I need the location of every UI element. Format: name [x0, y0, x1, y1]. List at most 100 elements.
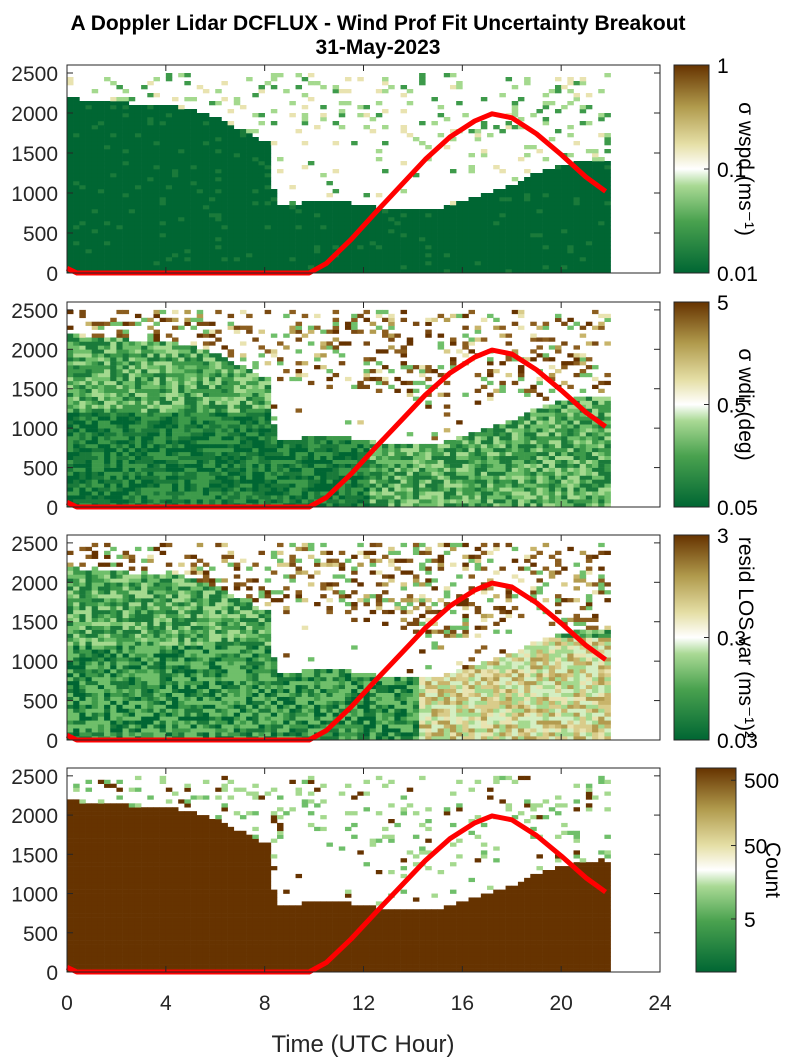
heatmap-cell: [307, 229, 315, 234]
heatmap-cell: [542, 217, 550, 222]
heatmap-cell: [147, 201, 154, 206]
heatmap-cell: [79, 177, 86, 182]
heatmap-cell: [406, 388, 414, 393]
heatmap-cell: [493, 229, 500, 234]
heatmap-cell: [233, 265, 241, 270]
heatmap-cell: [221, 487, 228, 492]
heatmap-cell: [258, 436, 265, 441]
heatmap-cell: [264, 153, 272, 158]
heatmap-cell: [449, 269, 457, 274]
heatmap-cell: [196, 376, 204, 382]
heatmap-cell: [468, 341, 475, 346]
heatmap-cell: [91, 384, 99, 390]
heatmap-cell: [382, 249, 389, 254]
heatmap-cell: [511, 197, 519, 202]
heatmap-cell: [196, 161, 204, 166]
heatmap-cell: [172, 201, 179, 206]
heatmap-cell: [252, 451, 259, 457]
heatmap-cell: [425, 384, 432, 390]
heatmap-cell: [480, 245, 488, 250]
heatmap-cell: [172, 365, 179, 370]
heatmap-cell: [147, 161, 154, 166]
heatmap-cell: [456, 201, 463, 206]
heatmap-cell: [153, 145, 160, 150]
heatmap-cell: [246, 237, 253, 242]
heatmap-cell: [499, 237, 506, 242]
heatmap-cell: [184, 117, 191, 122]
heatmap-cell: [221, 165, 228, 170]
heatmap-cell: [406, 233, 414, 238]
heatmap-cell: [153, 249, 160, 254]
heatmap-cell: [239, 217, 247, 222]
heatmap-cell: [153, 357, 160, 362]
heatmap-cell: [110, 201, 117, 206]
heatmap-cell: [190, 499, 198, 504]
heatmap-cell: [449, 495, 457, 500]
heatmap-cell: [79, 137, 86, 142]
heatmap-cell: [110, 376, 117, 382]
heatmap-cell: [474, 388, 482, 393]
heatmap-cell: [517, 225, 525, 230]
heatmap-cell: [394, 463, 401, 468]
heatmap-cell: [592, 257, 599, 262]
heatmap-cell: [449, 365, 457, 370]
heatmap-cell: [209, 495, 216, 500]
heatmap-cell: [357, 265, 364, 270]
heatmap-cell: [239, 420, 247, 425]
heatmap-cell: [73, 145, 80, 150]
heatmap-cell: [363, 269, 370, 274]
heatmap-cell: [221, 439, 228, 445]
heatmap-cell: [338, 101, 346, 106]
heatmap-cell: [104, 113, 111, 118]
heatmap-cell: [567, 261, 574, 266]
heatmap-cell: [394, 213, 401, 218]
heatmap-cell: [592, 237, 599, 242]
heatmap-cell: [172, 245, 179, 250]
heatmap-cell: [122, 169, 130, 174]
heatmap-cell: [178, 487, 185, 492]
heatmap-cell: [437, 333, 445, 338]
heatmap-cell: [85, 201, 93, 206]
heatmap-cell: [172, 428, 179, 433]
heatmap-cell: [67, 113, 74, 118]
heatmap-cell: [388, 257, 395, 262]
heatmap-cell: [134, 257, 142, 262]
heatmap-cell: [369, 241, 377, 246]
heatmap-cell: [147, 376, 154, 382]
heatmap-cell: [128, 257, 136, 262]
heatmap-cell: [104, 396, 111, 401]
heatmap-cell: [357, 479, 364, 484]
heatmap-cell: [283, 459, 290, 464]
heatmap-cell: [246, 443, 253, 449]
heatmap-cell: [184, 447, 191, 453]
heatmap-cell: [67, 253, 74, 258]
heatmap-cell: [215, 149, 222, 154]
heatmap-cell: [505, 205, 513, 210]
heatmap-cell: [338, 233, 346, 238]
heatmap-cell: [128, 121, 136, 126]
heatmap-cell: [283, 467, 290, 472]
heatmap-cell: [134, 479, 142, 484]
heatmap-cell: [209, 439, 216, 445]
heatmap-cell: [172, 237, 179, 242]
heatmap-cell: [184, 205, 191, 210]
heatmap-cell: [394, 209, 401, 214]
heatmap-cell: [184, 109, 191, 114]
heatmap-cell: [221, 396, 228, 401]
heatmap-cell: [73, 141, 80, 146]
heatmap-cell: [449, 265, 457, 270]
heatmap-cell: [592, 261, 599, 266]
heatmap-cell: [122, 361, 130, 366]
heatmap-cell: [425, 491, 432, 496]
heatmap-cell: [196, 249, 204, 254]
heatmap-cell: [511, 189, 519, 194]
heatmap-cell: [468, 233, 475, 238]
heatmap-cell: [252, 439, 259, 445]
heatmap-cell: [91, 133, 99, 138]
heatmap-cell: [524, 237, 531, 242]
heatmap-cell: [314, 205, 321, 210]
heatmap-cell: [505, 189, 513, 194]
heatmap-cell: [122, 133, 130, 138]
heatmap-cell: [357, 380, 364, 386]
heatmap-cell: [277, 265, 284, 270]
